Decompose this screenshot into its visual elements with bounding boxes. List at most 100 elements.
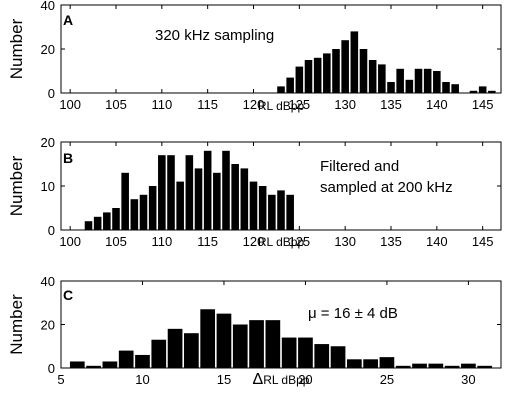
panel-letter: A [63,12,73,28]
x-tick-label: 145 [472,234,494,249]
histogram-bar [167,328,183,368]
histogram-bar [341,40,349,93]
histogram-bar [213,172,221,230]
histogram-bar [258,186,267,230]
histogram-bar [379,357,395,369]
histogram-bar [428,363,444,368]
histogram-bar [222,150,230,230]
histogram-bar [488,90,496,93]
panel-annotation: μ = 16 ± 4 dB [308,305,398,322]
histogram-bar [304,60,313,93]
x-tick-label: 115 [197,97,218,112]
x-tick-label: 140 [426,234,448,249]
x-tick-label: 100 [59,234,81,249]
histogram-bar [359,49,368,93]
histogram-bar [139,194,148,230]
x-tick-label: 25 [380,372,394,387]
histogram-bar [112,208,120,230]
x-tick-label: 115 [197,234,218,249]
y-tick-label: 20 [41,42,55,57]
histogram-bar [332,49,340,93]
x-tick-label: 105 [105,97,127,112]
histogram-bar [93,216,102,230]
x-tick-label: 5 [57,372,64,387]
histogram-bar [216,313,232,369]
chart-panel-b: 100 105 110 115 120 125 130 135 140 145 0 10 20 RL dB… [7,135,502,249]
histogram-bar [148,186,157,230]
chart-panel-a: 100 105 110 115 120 125 130 135 140 145 0 20 40 RL dB… [7,0,502,113]
histogram-bar [231,164,239,230]
histogram-bar [442,82,450,93]
histogram-bar [469,90,478,93]
x-tick-label: 140 [426,97,448,112]
chart-panel-c: 5 10 15 20 25 30 0 20 40 ΔRL dBpp Number Cμ = 16 ± … [7,274,502,388]
histogram-bar [286,194,294,230]
histogram-bar [135,354,150,368]
y-axis-label: Number [7,294,26,355]
x-tick-label: 125 [288,234,310,249]
histogram-bar [277,86,285,93]
histogram-bar [414,68,423,93]
histogram-bar [185,155,194,230]
x-tick-label: 130 [334,234,356,249]
histogram-bar [281,337,297,368]
delta-symbol: Δ [253,371,264,388]
x-tick-label: 120 [243,234,265,249]
x-tick-label: 135 [380,97,402,112]
x-tick-label: 20 [298,372,312,387]
histogram-bar [203,150,212,230]
histogram-bar [232,324,248,368]
histogram-bar [249,320,264,368]
histogram-bar [368,60,377,93]
histogram-bar [387,82,395,93]
x-tick-label: 10 [135,372,149,387]
x-tick-label: 15 [217,372,231,387]
histogram-bar [130,199,139,230]
x-axis-label-text: RL dBpp [263,373,310,387]
panel-letter: B [63,150,73,166]
y-tick-label: 40 [41,274,55,289]
histogram-bar [330,346,346,368]
x-tick-label: 145 [472,97,494,112]
x-tick-label: 135 [380,234,402,249]
histogram-bar [295,66,304,93]
x-tick-label: 30 [461,372,475,387]
x-tick-label: 105 [105,234,127,249]
y-axis-label: Number [7,18,26,79]
x-tick-label: 120 [243,97,265,112]
histogram-bar [323,53,331,93]
histogram-bar [350,31,359,93]
histogram-bar [423,68,432,93]
histogram-bar [444,365,460,368]
histogram-bar [396,68,404,93]
histogram-bar [477,365,493,368]
histogram-bar [363,359,378,368]
histogram-bar [412,363,427,368]
histogram-bar [200,309,216,368]
histogram-bar [103,212,111,230]
histogram-bar [176,181,184,230]
histogram-bar [405,79,414,93]
histogram-bar [268,194,276,230]
histogram-bar [395,365,411,368]
y-tick-label: 0 [48,86,55,101]
x-axis-label: ΔRL dBpp [253,371,310,388]
x-axis-label: RL dBpp [258,235,305,249]
x-tick-label: 130 [334,97,356,112]
histogram-bar [249,181,258,230]
y-tick-label: 20 [41,135,55,150]
histogram-bar [298,337,313,368]
x-tick-label: 110 [151,234,172,249]
histogram-bar [158,155,166,230]
y-axis-label: Number [7,155,26,216]
histogram-bar [378,64,386,93]
histogram-bar [277,190,285,230]
x-tick-label: 110 [151,97,172,112]
histogram-bar [433,71,441,93]
panel-annotation: 320 kHz sampling [155,27,274,44]
histogram-bar [314,344,330,368]
y-tick-label: 0 [48,361,55,376]
histogram-bar [194,168,203,230]
y-tick-label: 0 [48,223,55,238]
